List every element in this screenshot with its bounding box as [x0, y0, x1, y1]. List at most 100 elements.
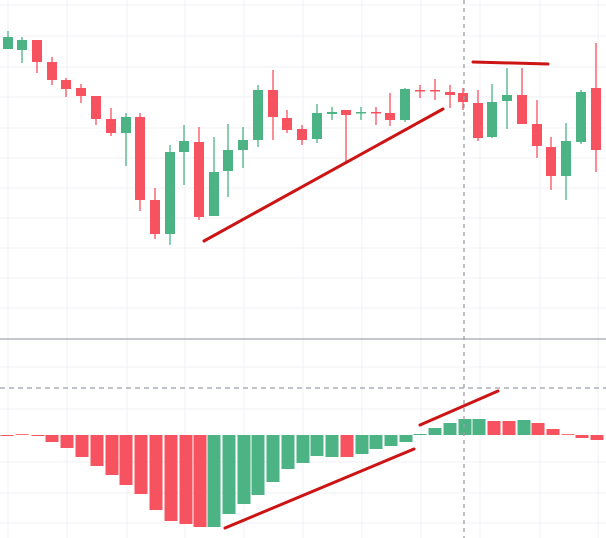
- histogram-bar[interactable]: [0, 435, 14, 436]
- candle-body: [32, 40, 42, 62]
- histogram-bar[interactable]: [590, 435, 604, 440]
- histogram-bar[interactable]: [472, 419, 486, 435]
- candle-down[interactable]: [91, 96, 101, 125]
- histogram-bar[interactable]: [149, 435, 163, 510]
- candle-up[interactable]: [356, 107, 366, 120]
- candle-down[interactable]: [371, 107, 381, 125]
- candle-up[interactable]: [576, 90, 586, 144]
- histogram-bar[interactable]: [31, 435, 45, 436]
- histogram-bar[interactable]: [458, 419, 472, 435]
- candle-body: [561, 141, 571, 176]
- candle-down[interactable]: [61, 78, 71, 97]
- candle-down[interactable]: [415, 85, 425, 98]
- candle-body: [209, 172, 219, 216]
- candle-body: [371, 112, 381, 114]
- candle-down[interactable]: [385, 93, 395, 126]
- histogram-bar[interactable]: [179, 435, 193, 524]
- trendline[interactable]: [471, 60, 550, 66]
- candle-up[interactable]: [179, 125, 189, 185]
- histogram-bar[interactable]: [325, 435, 339, 457]
- candle-up[interactable]: [502, 68, 512, 129]
- histogram-bar[interactable]: [134, 435, 148, 494]
- trendline[interactable]: [202, 107, 445, 243]
- histogram-bar[interactable]: [546, 429, 560, 435]
- histogram-bar[interactable]: [164, 435, 178, 521]
- histogram-bar[interactable]: [75, 435, 89, 457]
- candle-body: [517, 95, 527, 124]
- price-pane-candlesticks[interactable]: [3, 31, 601, 245]
- candle-down[interactable]: [430, 79, 440, 100]
- histogram-bar[interactable]: [399, 435, 413, 442]
- histogram-bar[interactable]: [575, 435, 589, 438]
- histogram-bar[interactable]: [251, 435, 265, 495]
- histogram-bar[interactable]: [369, 435, 383, 449]
- candle-up[interactable]: [17, 37, 27, 63]
- histogram-bar[interactable]: [443, 423, 457, 435]
- candle-down[interactable]: [591, 43, 601, 172]
- histogram-bar[interactable]: [193, 435, 207, 527]
- candle-up[interactable]: [165, 145, 175, 245]
- candle-up[interactable]: [3, 31, 13, 49]
- candle-down[interactable]: [445, 85, 455, 108]
- candle-up[interactable]: [209, 137, 219, 216]
- candle-body: [135, 117, 145, 200]
- candle-down[interactable]: [106, 108, 116, 136]
- histogram-bar[interactable]: [45, 435, 59, 442]
- candle-down[interactable]: [135, 113, 145, 211]
- histogram-bar[interactable]: [355, 435, 369, 454]
- histogram-bar[interactable]: [222, 435, 236, 514]
- histogram-bar[interactable]: [531, 423, 545, 435]
- histogram-bar[interactable]: [60, 435, 74, 448]
- histogram-bar[interactable]: [517, 420, 531, 435]
- histogram-bar[interactable]: [502, 421, 516, 435]
- histogram-bar[interactable]: [237, 435, 251, 504]
- candle-up[interactable]: [312, 104, 322, 143]
- histogram-bar[interactable]: [266, 435, 280, 482]
- histogram-bar[interactable]: [105, 435, 119, 475]
- trendline[interactable]: [418, 389, 500, 427]
- histogram-bar[interactable]: [296, 435, 310, 463]
- histogram-bar[interactable]: [340, 435, 354, 457]
- candle-down[interactable]: [341, 110, 351, 162]
- candle-down[interactable]: [150, 188, 160, 239]
- candle-up[interactable]: [327, 107, 337, 120]
- trendline-annotations[interactable]: [202, 60, 550, 530]
- histogram-bar[interactable]: [119, 435, 133, 485]
- trendline[interactable]: [223, 447, 416, 530]
- candle-up[interactable]: [400, 88, 410, 122]
- histogram-bar[interactable]: [90, 435, 104, 466]
- candle-down[interactable]: [268, 70, 278, 140]
- histogram-bar[interactable]: [207, 435, 221, 527]
- histogram-bar[interactable]: [428, 428, 442, 435]
- candle-down[interactable]: [458, 88, 468, 110]
- candle-body: [223, 150, 233, 171]
- candle-down[interactable]: [194, 127, 204, 220]
- candle-up[interactable]: [487, 84, 497, 138]
- histogram-bar[interactable]: [561, 434, 575, 435]
- candle-down[interactable]: [282, 110, 292, 133]
- candle-body: [473, 103, 483, 138]
- histogram-bar[interactable]: [384, 435, 398, 446]
- candle-down[interactable]: [546, 137, 556, 190]
- histogram-bar[interactable]: [310, 435, 324, 456]
- candle-up[interactable]: [238, 127, 248, 168]
- candle-up[interactable]: [561, 123, 571, 200]
- candle-body: [312, 113, 322, 139]
- histogram-bar[interactable]: [281, 435, 295, 469]
- histogram-bar[interactable]: [413, 434, 427, 435]
- candle-down[interactable]: [297, 125, 307, 145]
- histogram-bar[interactable]: [15, 434, 29, 435]
- candle-up[interactable]: [253, 85, 263, 147]
- candle-body: [341, 110, 351, 115]
- candle-down[interactable]: [76, 84, 86, 103]
- candle-down[interactable]: [473, 90, 483, 141]
- candle-down[interactable]: [517, 68, 527, 124]
- candle-down[interactable]: [32, 40, 42, 73]
- histogram-bar[interactable]: [487, 421, 501, 435]
- candle-up[interactable]: [121, 113, 131, 166]
- candle-up[interactable]: [223, 124, 233, 197]
- candle-down[interactable]: [47, 57, 57, 85]
- indicator-pane-histogram[interactable]: [0, 419, 604, 527]
- candle-down[interactable]: [532, 100, 542, 158]
